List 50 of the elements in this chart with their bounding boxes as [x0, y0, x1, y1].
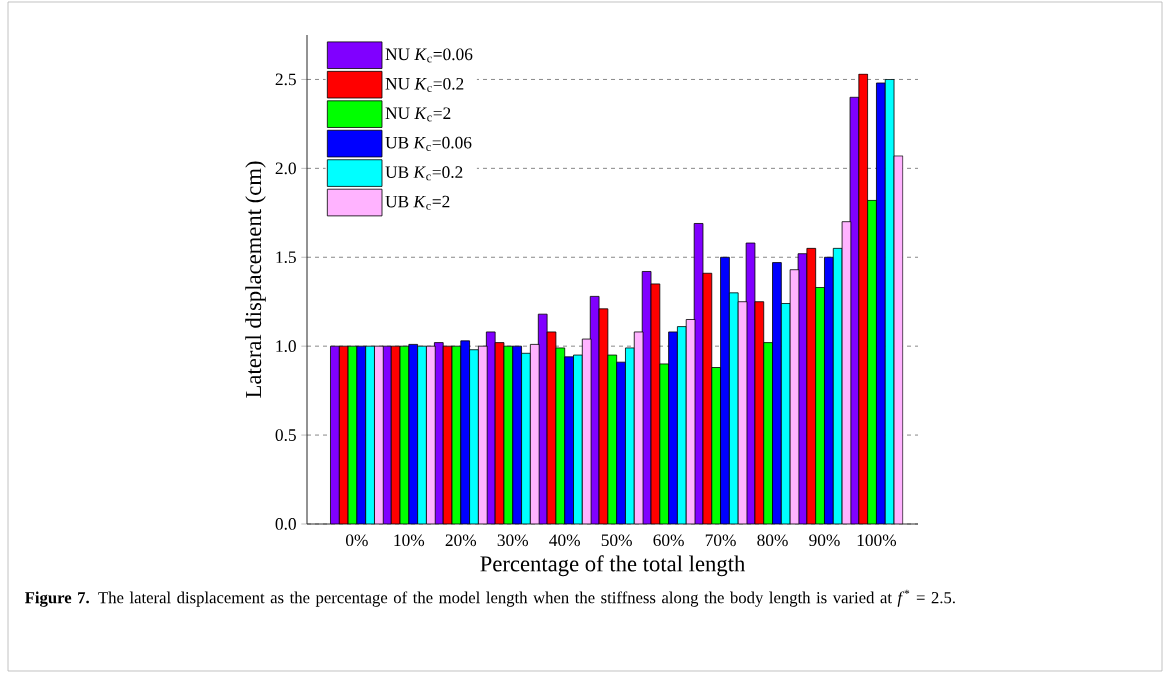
bar	[659, 363, 670, 524]
bar	[720, 256, 730, 524]
x-tick-label: 90%	[809, 534, 840, 547]
bar	[668, 331, 678, 524]
bar	[616, 361, 626, 524]
legend-label: UB K$_{c}$=2	[385, 195, 450, 210]
x-tick-label: 60%	[653, 534, 684, 547]
bar	[564, 356, 574, 524]
x-tick-label: 30%	[497, 534, 529, 547]
legend-label: NU K$_{c}$=0.06	[385, 48, 473, 63]
y-tick-label: 0.5	[275, 429, 296, 441]
y-tick-label: 0.0	[275, 518, 296, 530]
legend-label: NU K$_{c}$=0.2	[385, 77, 464, 92]
bar	[772, 262, 782, 524]
y-tick-label: 1.5	[276, 251, 296, 264]
bar	[460, 340, 470, 524]
bar	[330, 345, 340, 524]
x-tick-label: 0%	[346, 534, 368, 547]
bar	[728, 292, 739, 524]
y-tick-label: 1.0	[276, 340, 296, 353]
x-tick-label: 100%	[857, 534, 897, 547]
bar	[521, 352, 531, 524]
bar	[408, 343, 419, 524]
bar	[815, 287, 825, 524]
y-tick-label: 2.5	[275, 73, 296, 86]
bar	[417, 345, 427, 524]
legend-label: UB K$_{c}$=0.06	[385, 136, 472, 151]
x-tick-label: 10%	[394, 534, 425, 547]
bar	[824, 256, 834, 524]
bar	[876, 82, 886, 524]
bar	[867, 199, 877, 524]
x-tick-label: 50%	[601, 534, 632, 547]
y-tick-label: 2.0	[275, 162, 296, 175]
x-tick-label: 70%	[705, 534, 736, 547]
x-tick-label: 80%	[757, 534, 788, 547]
text: Figure 7. The lateral displacement as the percentage of the model length when the stiffness along the body length is varied at f$^{*}$ = 2.5.	[25, 589, 955, 607]
x-tick-label: 40%	[549, 534, 580, 547]
bar	[573, 354, 583, 524]
bar	[512, 345, 522, 524]
bar	[625, 347, 635, 524]
y-axis-title: Lateral displacement (cm)	[245, 161, 266, 398]
bar	[763, 342, 773, 524]
legend-label: UB K$_{c}$=0.2	[385, 166, 463, 181]
bar	[711, 367, 721, 524]
x-tick-label: 20%	[445, 534, 477, 547]
bar	[677, 326, 687, 524]
legend-label: NU K$_{c}$=2	[385, 107, 451, 122]
bar	[365, 345, 375, 524]
bar	[469, 349, 479, 524]
x-axis-title: Percentage of the total length	[480, 555, 746, 577]
